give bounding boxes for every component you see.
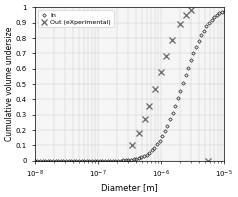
Out (eXperimental) — [185, 14, 188, 16]
Y-axis label: Cumulative volume undersize: Cumulative volume undersize — [5, 27, 14, 141]
Out (eXperimental) — [160, 71, 163, 73]
Out (eXperimental) — [131, 144, 134, 147]
Out (eXperimental) — [179, 23, 182, 25]
Out (eXperimental) — [148, 104, 151, 107]
In — [205, 25, 208, 28]
Line: Out (eXperimental): Out (eXperimental) — [129, 8, 211, 164]
Out (eXperimental) — [206, 160, 209, 162]
In — [187, 67, 190, 69]
Line: In: In — [34, 8, 228, 162]
Out (eXperimental) — [143, 118, 146, 121]
Out (eXperimental) — [154, 87, 156, 90]
Out (eXperimental) — [165, 55, 168, 58]
Legend: In, Out (eXperimental): In, Out (eXperimental) — [38, 10, 114, 28]
X-axis label: Diameter [m]: Diameter [m] — [101, 183, 158, 192]
Out (eXperimental) — [138, 132, 141, 134]
In — [179, 90, 182, 92]
In — [49, 160, 52, 162]
Out (eXperimental) — [190, 9, 193, 12]
In — [33, 160, 36, 162]
In — [184, 74, 187, 76]
In — [192, 52, 195, 55]
Out (eXperimental) — [171, 38, 174, 41]
In — [226, 8, 229, 11]
